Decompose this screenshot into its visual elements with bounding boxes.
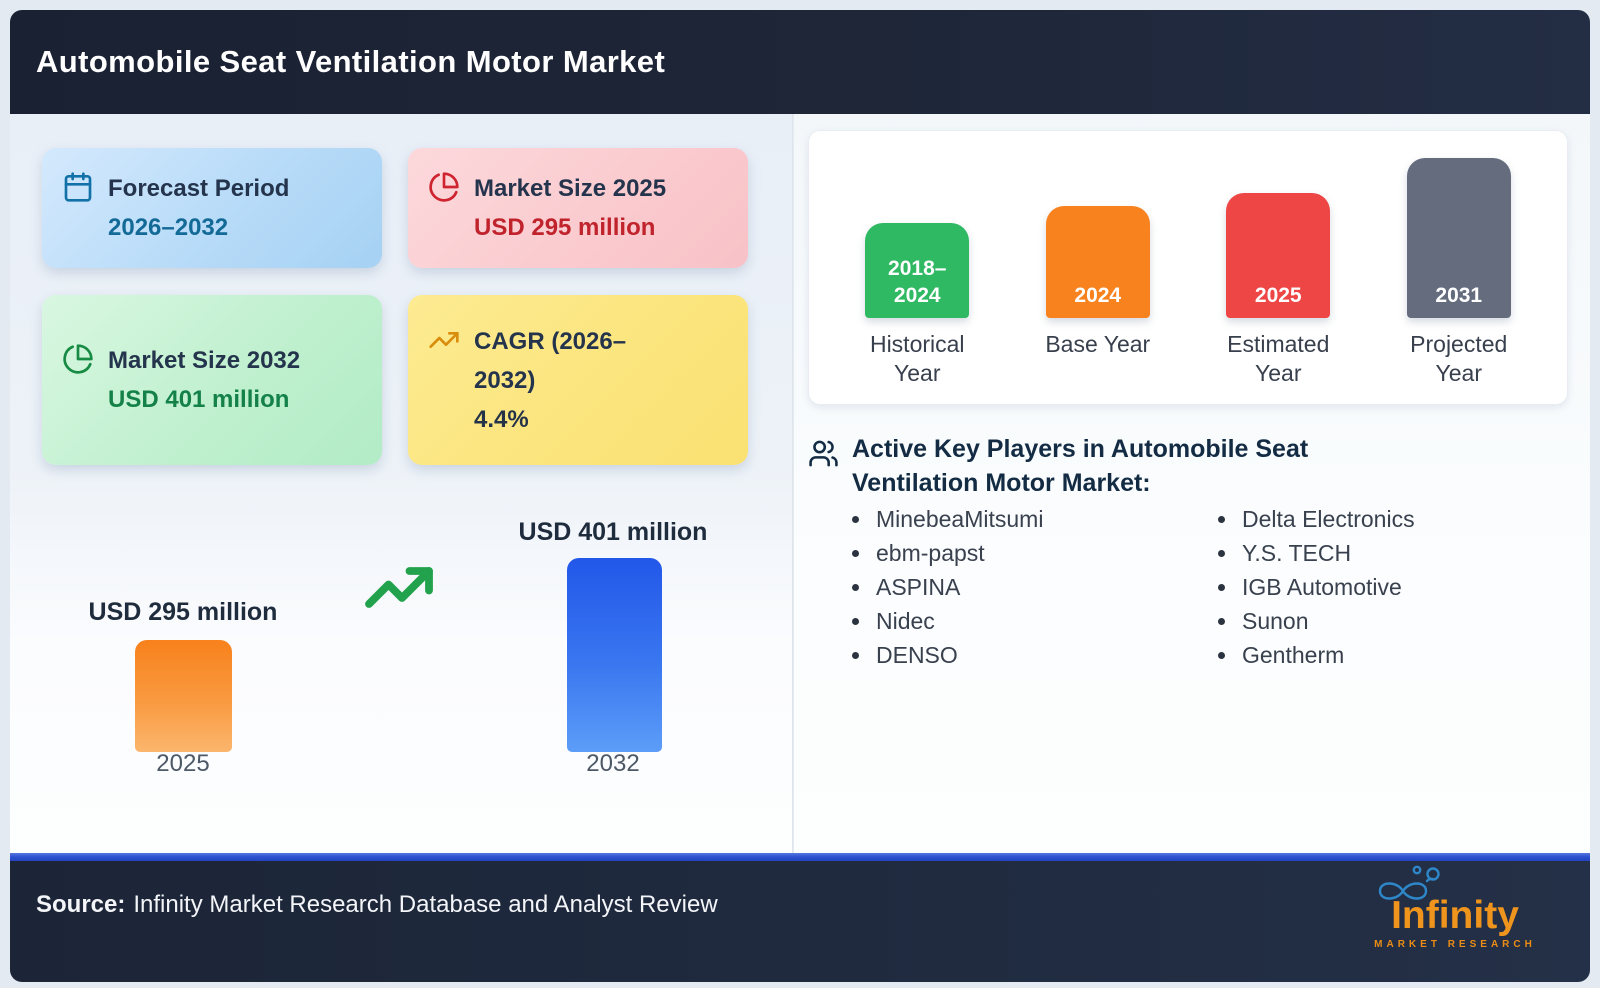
users-icon bbox=[808, 438, 839, 469]
timeline-bar-base: 2024 bbox=[1045, 206, 1150, 318]
card-market-size-2032: Market Size 2032 USD 401 million bbox=[42, 295, 382, 465]
timeline-bar-year: 2024 bbox=[1074, 284, 1122, 307]
timeline-group-estimated: 2025 Estimated Year bbox=[1198, 131, 1358, 388]
key-player-item: IGB Automotive bbox=[1208, 574, 1548, 601]
content-area: Forecast Period 2026–2032 Market Size 20… bbox=[10, 114, 1590, 853]
card-label: Forecast Period bbox=[108, 175, 290, 202]
timeline-bar-estimated: 2025 bbox=[1226, 193, 1331, 318]
pie-chart-icon bbox=[428, 171, 460, 203]
bar-axis-label-2032: 2032 bbox=[586, 750, 640, 777]
brand-subtitle: MARKET RESEARCH bbox=[1374, 939, 1536, 950]
timeline-bar-label: Base Year bbox=[1045, 331, 1151, 357]
timeline-bar-label: Historical Year bbox=[869, 331, 965, 386]
bar-value-label-2032: USD 401 million bbox=[518, 518, 708, 546]
pie-chart-icon bbox=[62, 343, 94, 375]
card-value: 2026–2032 bbox=[108, 214, 229, 241]
key-player-item: MinebeaMitsumi bbox=[842, 506, 1182, 533]
card-cagr: CAGR (2026–2032) 4.4% bbox=[408, 295, 748, 465]
source-label: Source: bbox=[36, 891, 126, 918]
key-players-column-2: Delta Electronics Y.S. TECH IGB Automoti… bbox=[1208, 506, 1548, 676]
timeline-bar-year: 2031 bbox=[1435, 284, 1483, 307]
card-value: USD 295 million bbox=[474, 214, 656, 241]
key-player-item: ebm-papst bbox=[842, 540, 1182, 567]
brand-name: Infinity bbox=[1391, 894, 1519, 937]
calendar-icon bbox=[62, 171, 94, 203]
footer-accent-line bbox=[10, 853, 1590, 861]
key-player-item: Sunon bbox=[1208, 608, 1548, 635]
timeline-bar-historical: 2018–2024 bbox=[865, 223, 970, 318]
card-forecast-period: Forecast Period 2026–2032 bbox=[42, 148, 382, 268]
card-label: Market Size 2025 bbox=[474, 175, 667, 202]
timeline-bar-year: 2025 bbox=[1254, 284, 1302, 307]
infinity-doodle-icon bbox=[1370, 863, 1540, 905]
left-panel: Forecast Period 2026–2032 Market Size 20… bbox=[10, 114, 793, 853]
key-players-title: Active Key Players in Automobile Seat Ve… bbox=[852, 435, 1309, 497]
timeline-bar-label: Estimated Year bbox=[1227, 331, 1330, 386]
bar-axis-label-2025: 2025 bbox=[156, 750, 210, 777]
card-value: USD 401 million bbox=[108, 386, 290, 413]
footer-bar: Source: Infinity Market Research Database… bbox=[10, 861, 1590, 982]
timeline-group-historical: 2018–2024 Historical Year bbox=[837, 131, 997, 388]
key-player-item: Gentherm bbox=[1208, 642, 1548, 669]
card-label: Market Size 2032 bbox=[108, 347, 301, 374]
card-label: CAGR (2026–2032) bbox=[474, 327, 627, 394]
timeline-bar-year: 2018–2024 bbox=[888, 257, 947, 307]
right-panel: 2018–2024 Historical Year 2024 Base Year… bbox=[794, 114, 1590, 853]
key-player-item: DENSO bbox=[842, 642, 1182, 669]
key-player-item: Nidec bbox=[842, 608, 1182, 635]
trending-up-arrow-icon bbox=[360, 556, 438, 616]
card-market-size-2025: Market Size 2025 USD 295 million bbox=[408, 148, 748, 268]
key-player-item: ASPINA bbox=[842, 574, 1182, 601]
page-title: Automobile Seat Ventilation Motor Market bbox=[36, 44, 666, 79]
header-bar: Automobile Seat Ventilation Motor Market bbox=[10, 10, 1590, 114]
key-player-item: Y.S. TECH bbox=[1208, 540, 1548, 567]
key-player-item: Delta Electronics bbox=[1208, 506, 1548, 533]
bar-value-label-2025: USD 295 million bbox=[88, 598, 278, 626]
trending-up-icon bbox=[428, 324, 460, 356]
brand-logo: Infinity MARKET RESEARCH bbox=[1370, 863, 1540, 950]
card-value: 4.4% bbox=[474, 405, 529, 433]
bar-2025 bbox=[135, 640, 232, 752]
bar-2032 bbox=[567, 558, 662, 752]
source-text: Source: Infinity Market Research Database… bbox=[36, 891, 718, 918]
timeline-chart-card: 2018–2024 Historical Year 2024 Base Year… bbox=[808, 130, 1568, 405]
timeline-bar-projected: 2031 bbox=[1406, 158, 1511, 318]
timeline-group-base: 2024 Base Year bbox=[1018, 131, 1178, 359]
timeline-bar-label: Projected Year bbox=[1410, 331, 1508, 386]
timeline-group-projected: 2031 Projected Year bbox=[1379, 131, 1539, 388]
key-players-column-1: MinebeaMitsumi ebm-papst ASPINA Nidec DE… bbox=[842, 506, 1182, 676]
